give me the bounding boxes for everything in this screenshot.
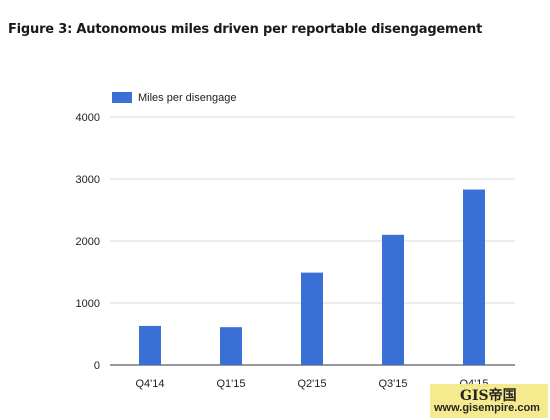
legend-label: Miles per disengage [138,92,236,104]
watermark-logo: GIS帝国 www.gisempire.com [430,384,548,418]
figure-title: Figure 3: Autonomous miles driven per re… [8,22,483,37]
y-tick-label: 0 [94,360,100,372]
x-tick-label: Q4'14 [135,378,164,390]
bar [463,189,485,365]
bar [220,327,242,365]
x-tick-label: Q1'15 [216,378,245,390]
x-tick-label: Q2'15 [297,378,326,390]
legend-swatch [112,92,132,103]
y-tick-label: 1000 [76,298,100,310]
y-tick-label: 2000 [76,236,100,248]
bar [301,272,323,365]
bar [139,325,161,365]
y-tick-label: 3000 [76,174,100,186]
x-tick-label: Q3'15 [378,378,407,390]
y-tick-label: 4000 [76,112,100,124]
watermark-url: www.gisempire.com [434,402,540,414]
bar [382,234,404,365]
watermark-brand: GIS帝国 [460,388,517,404]
